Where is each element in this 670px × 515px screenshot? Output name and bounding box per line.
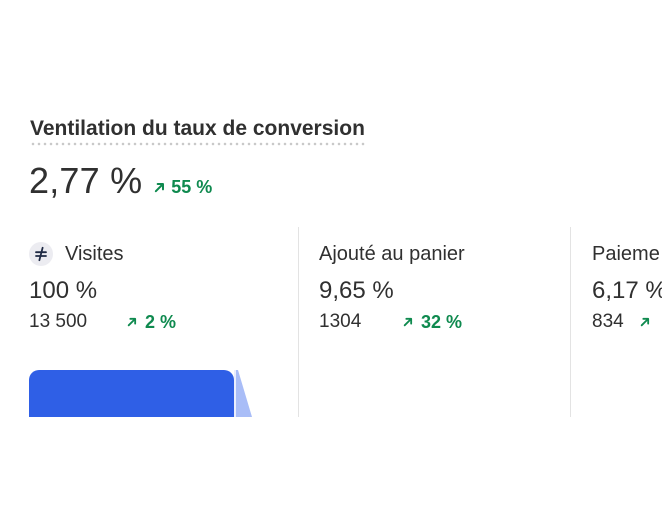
stage-count: 834 (592, 311, 624, 332)
arrow-up-right-icon (640, 317, 650, 327)
conversion-summary: 2,77 % 55 % (29, 160, 212, 202)
change-label: 2 % (145, 311, 177, 332)
arrow-up-right-icon (127, 317, 137, 327)
traffic-source-icon (29, 242, 53, 266)
stage-percent: 9,65 % (319, 277, 394, 304)
stage-header: Paieme (592, 241, 670, 267)
stage-change (640, 317, 658, 327)
stage-change: 32 % (403, 312, 462, 333)
stage-meta: 1304 32 % (319, 311, 569, 333)
funnel-bar-visits[interactable] (29, 370, 234, 417)
funnel-stage-add-to-cart[interactable]: Ajouté au panier 9,65 % 1304 32 % (319, 227, 569, 417)
change-label: 32 % (421, 311, 463, 332)
stage-divider (298, 227, 299, 417)
stage-count: 1304 (319, 311, 362, 332)
conversion-rate-value: 2,77 % (29, 160, 143, 201)
stage-divider (570, 227, 571, 417)
stage-label: Ajouté au panier (319, 242, 465, 265)
funnel-stage-checkout[interactable]: Paieme 6,17 % 834 (592, 227, 670, 417)
stage-label: Paieme (592, 242, 660, 265)
arrow-up-right-icon (155, 183, 165, 193)
funnel-stage-visits[interactable]: Visites 100 % 13 500 2 % (29, 227, 297, 417)
conversion-rate-change: 55 % (154, 177, 212, 198)
stage-count: 13 500 (29, 311, 88, 332)
card-title[interactable]: Ventilation du taux de conversion (30, 117, 365, 146)
stage-meta: 13 500 2 % (29, 311, 297, 333)
stage-label: Visites (65, 242, 124, 265)
stage-change: 2 % (127, 312, 176, 333)
funnel-bar-transition (234, 370, 252, 417)
change-label: 55 % (171, 177, 213, 197)
stage-meta: 834 (592, 311, 670, 333)
stage-percent: 100 % (29, 277, 98, 304)
viewport-edge (662, 0, 670, 515)
stage-header: Ajouté au panier (319, 241, 569, 267)
arrow-up-right-icon (403, 317, 413, 327)
stage-header: Visites (29, 241, 297, 267)
stage-percent: 6,17 % (592, 277, 667, 304)
